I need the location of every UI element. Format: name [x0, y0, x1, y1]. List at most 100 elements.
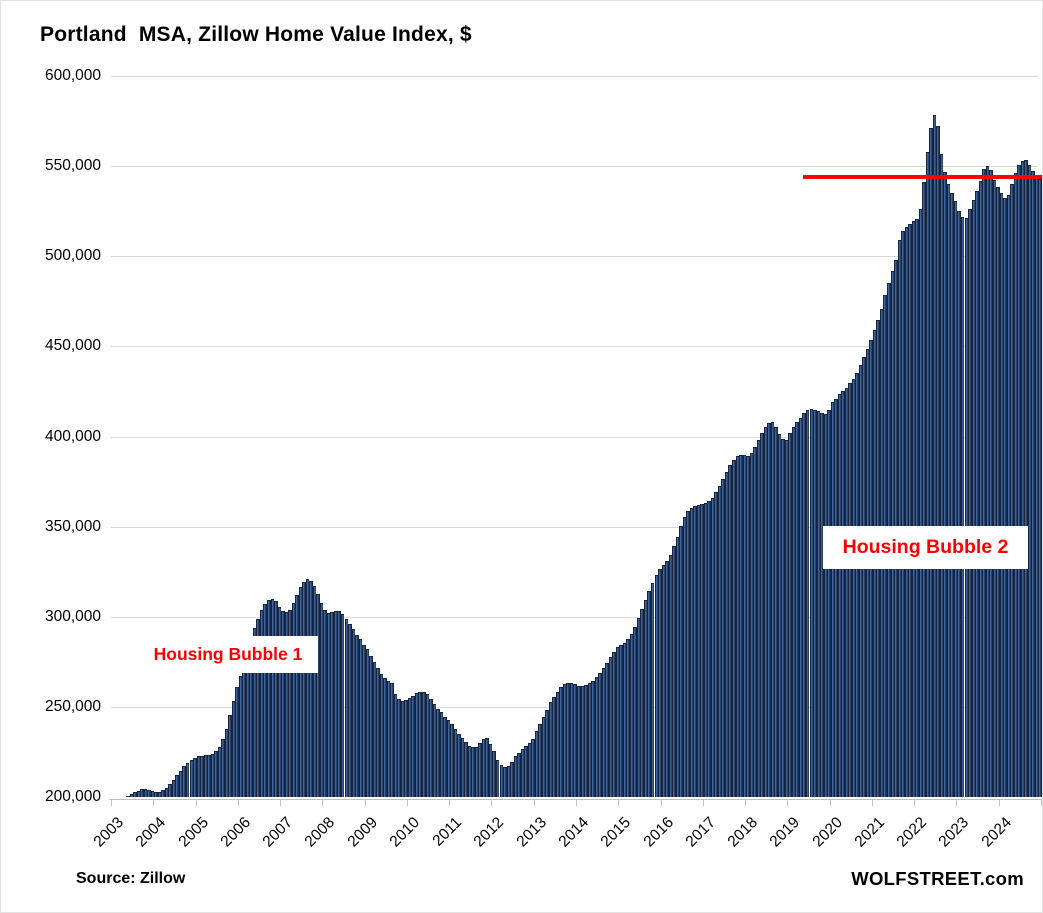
bar	[735, 456, 740, 797]
bar	[203, 755, 208, 797]
bar	[925, 151, 930, 797]
bar	[450, 723, 454, 797]
wolfstreet-watermark: WOLFSTREET.com	[851, 868, 1024, 889]
y-gridline	[111, 76, 1038, 77]
bar	[126, 796, 130, 798]
bar	[418, 692, 422, 797]
y-axis-label: 400,000	[44, 427, 101, 445]
bar	[464, 742, 468, 797]
bar	[915, 219, 919, 797]
bar	[467, 745, 472, 797]
bar	[281, 611, 285, 797]
bar	[784, 440, 789, 797]
bar	[559, 687, 563, 797]
bar	[154, 791, 158, 797]
bar	[175, 775, 179, 797]
bar	[989, 169, 993, 797]
bar	[654, 575, 659, 797]
bar	[689, 507, 694, 797]
bar	[267, 599, 271, 797]
bar	[460, 738, 465, 797]
x-axis-tick	[237, 799, 239, 806]
bar	[777, 433, 782, 797]
bar	[774, 426, 778, 797]
bar	[436, 708, 440, 797]
bar	[587, 683, 592, 797]
bar	[601, 668, 606, 797]
bar	[517, 752, 521, 797]
bar	[767, 422, 771, 797]
bar	[781, 439, 785, 797]
x-axis-tick	[956, 799, 958, 806]
bar	[485, 738, 489, 797]
y-gridline	[111, 616, 1038, 618]
bar	[365, 649, 370, 797]
bar	[760, 432, 764, 797]
bar	[432, 704, 437, 797]
bar	[140, 789, 144, 797]
bar	[932, 114, 937, 797]
bar	[157, 791, 162, 797]
bar	[471, 747, 475, 797]
bar	[129, 794, 134, 797]
x-axis-tick	[660, 799, 662, 806]
x-axis-tick	[491, 799, 493, 806]
bar	[816, 411, 821, 797]
bar	[545, 709, 549, 797]
x-axis-line	[109, 798, 1042, 800]
bar	[228, 714, 232, 797]
x-axis-tick	[322, 799, 324, 806]
bar	[358, 639, 363, 797]
bar	[439, 712, 444, 797]
bar	[953, 201, 958, 797]
bar	[968, 209, 972, 797]
bar	[594, 677, 599, 797]
bar	[224, 728, 229, 797]
bar	[795, 422, 799, 797]
bar	[252, 628, 257, 797]
annotation-housing-bubble-1-label: Housing Bubble 1	[153, 644, 303, 664]
bar	[805, 410, 810, 797]
bar	[809, 409, 814, 797]
bar	[629, 633, 634, 797]
bar	[488, 743, 493, 797]
x-axis-tick	[998, 799, 1000, 806]
bar	[534, 731, 539, 797]
y-axis-label: 250,000	[44, 697, 101, 715]
bar	[207, 754, 211, 797]
bar	[538, 723, 542, 797]
bar	[1020, 160, 1025, 797]
bar	[964, 218, 969, 797]
bar	[1031, 170, 1035, 797]
bar	[351, 629, 356, 797]
bar	[284, 612, 289, 797]
annotation-housing-bubble-1: Housing Bubble 1	[138, 636, 318, 673]
bar	[200, 755, 204, 797]
x-axis-tick	[871, 799, 873, 806]
bar	[911, 221, 916, 797]
bar	[566, 682, 570, 797]
bar	[999, 193, 1004, 797]
bar	[182, 766, 186, 797]
bar	[425, 694, 430, 797]
x-axis-tick	[787, 799, 789, 806]
bar	[1013, 173, 1018, 797]
bar	[992, 179, 997, 797]
bar	[813, 410, 817, 797]
bar	[622, 642, 627, 797]
bar	[643, 599, 648, 797]
x-axis-tick	[406, 799, 408, 806]
bar	[355, 634, 359, 797]
bar	[235, 687, 239, 797]
bar	[305, 578, 310, 797]
bar	[133, 792, 137, 797]
bar	[851, 378, 856, 797]
bar	[650, 582, 655, 797]
bar	[897, 240, 902, 797]
bar	[506, 766, 511, 797]
y-axis-label: 550,000	[44, 157, 101, 175]
bar	[1024, 159, 1028, 797]
bar	[612, 651, 616, 797]
bar	[259, 610, 264, 797]
